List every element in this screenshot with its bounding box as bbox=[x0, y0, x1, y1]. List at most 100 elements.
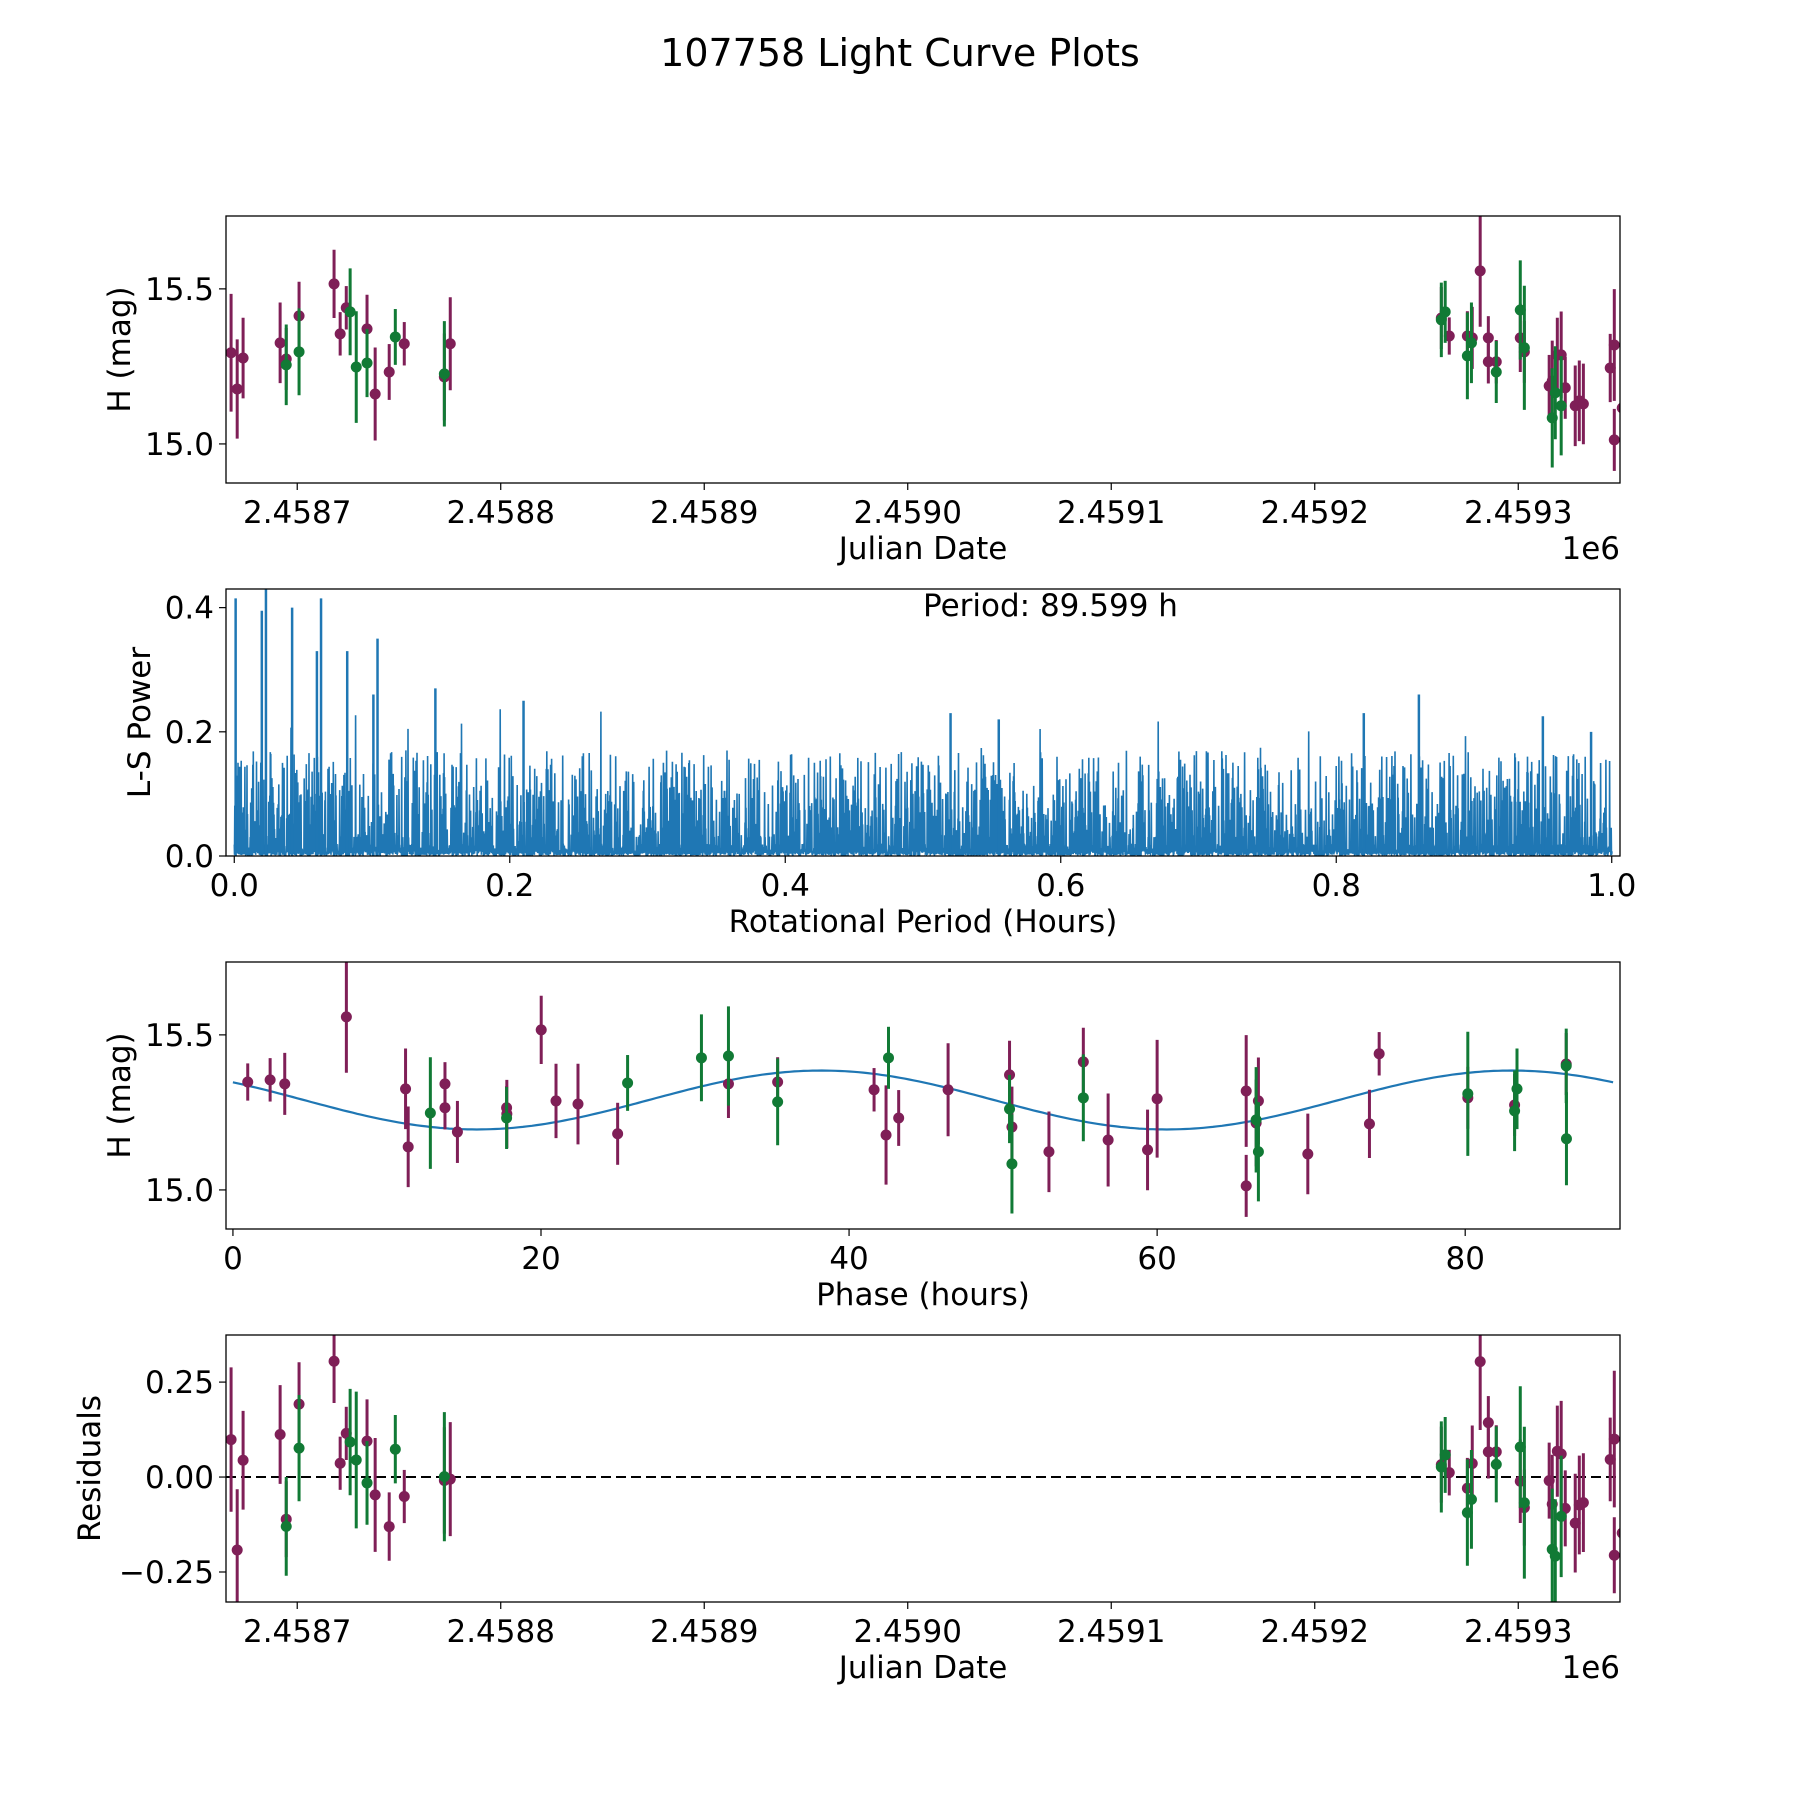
data-point-marker bbox=[1439, 1449, 1451, 1461]
residual-point-filter_a bbox=[328, 1335, 340, 1404]
period-annotation: Period: 89.599 h bbox=[923, 588, 1178, 624]
x-tick-label: 0 bbox=[223, 1241, 243, 1277]
x-tick-label: 0.8 bbox=[1312, 868, 1361, 904]
residual-point-filter_b bbox=[1490, 1426, 1502, 1503]
residual-point-filter_b bbox=[1439, 1416, 1451, 1493]
data-point-marker bbox=[231, 1544, 243, 1556]
data-points bbox=[226, 216, 1636, 471]
data-point-filter_b bbox=[1549, 346, 1561, 440]
residual-point-filter_a bbox=[1625, 1474, 1636, 1558]
data-point-marker bbox=[1608, 434, 1620, 446]
data-point-marker bbox=[1474, 265, 1486, 277]
phased-point-filter_a bbox=[402, 1106, 414, 1188]
data-point-marker bbox=[402, 1141, 414, 1153]
x-tick-label: 2.4590 bbox=[853, 495, 961, 531]
data-point-filter_a bbox=[237, 317, 249, 399]
phased-point-filter_b bbox=[1511, 1048, 1523, 1130]
residual-point-filter_b bbox=[344, 1388, 356, 1496]
x-tick-label: 1.0 bbox=[1587, 868, 1636, 904]
data-point-marker bbox=[1482, 356, 1494, 368]
residual-point-filter_a bbox=[274, 1385, 286, 1484]
residual-point-filter_a bbox=[398, 1469, 410, 1524]
y-tick-label: 15.0 bbox=[145, 1173, 214, 1209]
data-point-marker bbox=[1616, 402, 1620, 413]
x-tick-label: 2.4592 bbox=[1261, 495, 1369, 531]
y-tick-label: 15.0 bbox=[145, 427, 214, 463]
data-point-marker bbox=[1482, 1417, 1494, 1429]
y-tick-label: 0.25 bbox=[145, 1365, 214, 1401]
phased-point-filter_b bbox=[1462, 1031, 1474, 1156]
phased-point-filter_b bbox=[501, 1086, 513, 1149]
x-tick-label: 2.4591 bbox=[1057, 495, 1165, 531]
data-point-marker bbox=[226, 347, 237, 359]
data-point-marker bbox=[1482, 332, 1494, 344]
data-point-marker bbox=[293, 1442, 305, 1454]
data-point-marker bbox=[1302, 1148, 1314, 1160]
data-point-marker bbox=[1577, 398, 1589, 410]
data-point-marker bbox=[1373, 1048, 1385, 1060]
data-point-filter_b bbox=[389, 309, 401, 365]
data-point-filter_a bbox=[1577, 363, 1589, 445]
data-point-filter_a bbox=[398, 322, 410, 366]
x-tick-label: 2.4593 bbox=[1464, 495, 1572, 531]
data-point-marker bbox=[383, 1521, 395, 1533]
x-tick-label: 20 bbox=[521, 1241, 560, 1277]
residual-point-filter_a bbox=[1608, 1517, 1620, 1594]
data-point-filter_b bbox=[438, 321, 450, 427]
data-point-marker bbox=[1490, 366, 1502, 378]
data-point-marker bbox=[398, 338, 410, 350]
data-point-marker bbox=[274, 337, 286, 349]
data-point-marker bbox=[1555, 1510, 1567, 1522]
phased-point-filter_b bbox=[1077, 1054, 1089, 1142]
data-point-marker bbox=[1462, 1088, 1474, 1100]
data-point-filter_a bbox=[1474, 216, 1486, 327]
lightcurve-panel: 2.4587 2.4588 2.4589 2.4590 2.4591 2.4592 2.45… bbox=[102, 215, 1636, 567]
x-offset-label: 1e6 bbox=[1561, 531, 1620, 567]
data-point-marker bbox=[328, 1355, 340, 1367]
x-axis-label: Rotational Period (Hours) bbox=[729, 904, 1118, 940]
x-axis-label: Phase (hours) bbox=[816, 1277, 1030, 1313]
residual-point-filter_b bbox=[293, 1394, 305, 1502]
data-point-marker bbox=[501, 1112, 513, 1124]
x-axis-label: Julian Date bbox=[837, 531, 1008, 567]
data-point-filter_a bbox=[1482, 340, 1494, 384]
data-point-marker bbox=[1240, 1180, 1252, 1192]
data-point-marker bbox=[882, 1052, 894, 1064]
phased-point-filter_b bbox=[1252, 1102, 1264, 1202]
data-point-marker bbox=[242, 1076, 254, 1088]
x-tick-label: 2.4591 bbox=[1057, 1614, 1165, 1650]
data-point-marker bbox=[1077, 1092, 1089, 1104]
data-point-marker bbox=[1482, 1446, 1494, 1458]
data-point-filter_a bbox=[1608, 408, 1620, 471]
residual-point-filter_a bbox=[1482, 1425, 1494, 1479]
data-point-marker bbox=[868, 1084, 880, 1096]
phased-point-filter_a bbox=[550, 1063, 562, 1139]
data-point-marker bbox=[1006, 1158, 1018, 1170]
data-point-filter_b bbox=[1518, 285, 1530, 410]
data-point-marker bbox=[1043, 1146, 1055, 1158]
data-point-marker bbox=[369, 1489, 381, 1501]
phased-point-filter_b bbox=[772, 1058, 784, 1146]
data-point-marker bbox=[1511, 1083, 1523, 1095]
x-tick-label: 2.4589 bbox=[650, 1614, 758, 1650]
data-point-filter_a bbox=[444, 297, 456, 391]
x-tick-label: 60 bbox=[1137, 1241, 1176, 1277]
phased-point-filter_a bbox=[1240, 1154, 1252, 1217]
phased-point-filter_a bbox=[451, 1100, 463, 1163]
data-point-marker bbox=[1625, 372, 1636, 383]
x-offset-label: 1e6 bbox=[1561, 1650, 1620, 1686]
data-point-marker bbox=[226, 1434, 237, 1446]
residual-point-filter_b bbox=[1465, 1450, 1477, 1549]
data-point-marker bbox=[398, 1491, 410, 1503]
data-point-filter_a bbox=[383, 344, 395, 400]
data-point-marker bbox=[550, 1095, 562, 1107]
data-point-marker bbox=[1577, 1497, 1589, 1509]
phased-point-filter_a bbox=[1302, 1113, 1314, 1195]
phased-point-filter_b bbox=[424, 1057, 436, 1169]
data-point-filter_b bbox=[1465, 302, 1477, 384]
data-point-marker bbox=[1102, 1134, 1114, 1146]
x-tick-label: 0.4 bbox=[761, 868, 810, 904]
data-point-marker bbox=[451, 1126, 463, 1138]
data-point-marker bbox=[280, 359, 292, 371]
